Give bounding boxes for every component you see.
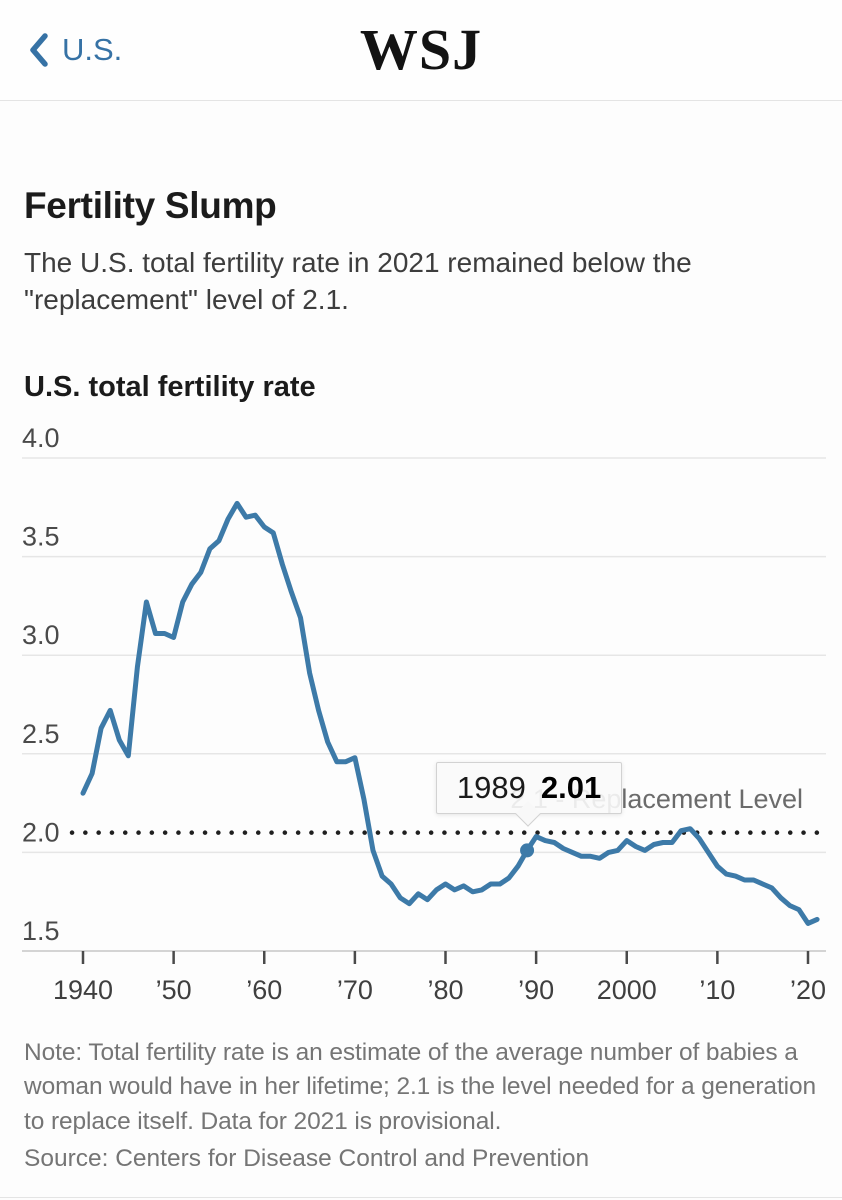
y-axis-label: 2.5 (22, 719, 60, 749)
fertility-rate-line[interactable] (80, 500, 820, 926)
page-title: Fertility Slump (24, 185, 277, 226)
chart-tooltip: 1989 2.01 (436, 762, 623, 827)
x-axis-label: ’60 (246, 975, 282, 1005)
chart-canvas[interactable]: 1.5 2.0 2.5 3.0 3.5 4.0 1940 ’50 ’60 ’70 ’80 ’90 200… (0, 418, 842, 1008)
back-button-label: U.S. (62, 32, 123, 67)
article-body: Fertility Slump The U.S. total fertility… (0, 185, 842, 1198)
chart-note: Note: Total fertility rate is an estimat… (24, 1038, 817, 1135)
y-axis-label: 4.0 (22, 423, 60, 453)
chart-source: Source: Centers for Disease Control and … (24, 1144, 590, 1172)
chevron-left-icon (28, 33, 50, 67)
y-axis-label: 3.0 (22, 620, 60, 650)
article-subtitle: The U.S. total fertility rate in 2021 re… (24, 247, 692, 315)
wsj-logo[interactable]: WSJ (359, 17, 483, 82)
x-axis-label: ’70 (337, 975, 373, 1005)
x-axis-label: 2000 (597, 975, 657, 1005)
annotation-point[interactable] (520, 843, 535, 858)
app-header: U.S. WSJ (0, 0, 842, 101)
x-axis-label: ’20 (790, 975, 826, 1005)
tooltip-year: 1989 (456, 770, 526, 806)
x-axis-label: ’80 (427, 975, 463, 1005)
x-axis-label: ’90 (518, 975, 554, 1005)
chart-title: U.S. total fertility rate (24, 370, 316, 403)
back-button[interactable]: U.S. (28, 32, 122, 68)
y-axis-label: 2.0 (22, 817, 60, 847)
y-axis-label: 1.5 (22, 916, 60, 946)
fertility-chart[interactable]: 1.5 2.0 2.5 3.0 3.5 4.0 1940 ’50 ’60 ’70 ’80 ’90 200… (0, 418, 842, 1008)
x-axis-label: 1940 (53, 975, 113, 1005)
x-axis-label: ’10 (699, 975, 735, 1005)
x-axis-label: ’50 (156, 975, 192, 1005)
y-axis-label: 3.5 (22, 522, 60, 552)
bottom-divider (0, 1196, 842, 1198)
tooltip-value: 2.01 (540, 770, 602, 806)
